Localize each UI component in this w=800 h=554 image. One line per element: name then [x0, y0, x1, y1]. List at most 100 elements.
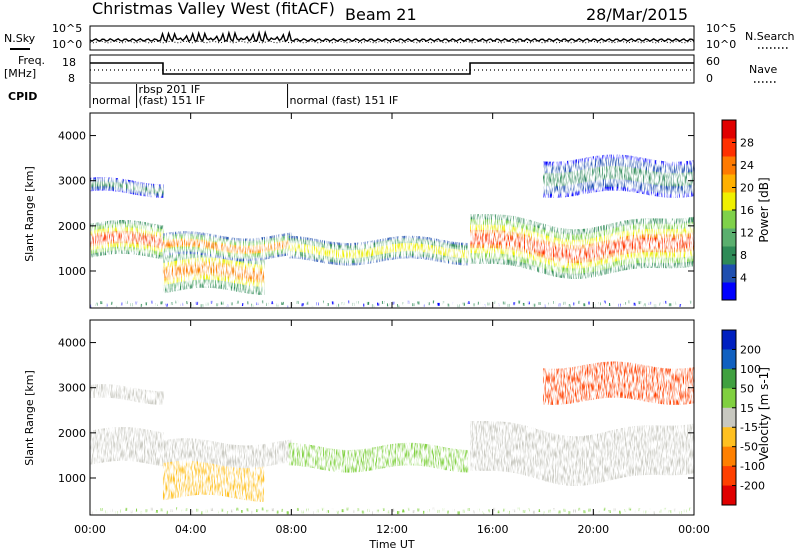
- velocity-cell: [266, 509, 269, 513]
- power-cell: [256, 302, 259, 306]
- velocity-cell: [467, 508, 470, 512]
- velocity-cell: [638, 508, 642, 512]
- velocity-cell: [658, 375, 662, 397]
- power-cell: [303, 246, 308, 251]
- velocity-cell: [553, 376, 557, 398]
- velocity-cell: [165, 444, 169, 458]
- power-cell: [100, 301, 103, 305]
- velocity-cell: [215, 510, 219, 514]
- power-cell: [419, 245, 423, 251]
- power-cell: [386, 246, 391, 252]
- velocity-cell: [205, 509, 209, 513]
- power-cell: [397, 304, 400, 308]
- power-cell: [588, 247, 592, 259]
- velocity-cell: [558, 510, 561, 514]
- power-cell: [278, 243, 282, 248]
- velocity-cell: [283, 445, 287, 459]
- power-cell: [565, 174, 569, 183]
- power-cell: [251, 270, 255, 280]
- velocity-cell: [200, 464, 204, 487]
- velocity-cell: [525, 436, 529, 466]
- velocity-cell: [243, 469, 247, 492]
- velocity-cell: [628, 370, 632, 392]
- velocity-cell: [477, 431, 481, 461]
- power-cell: [605, 168, 610, 177]
- velocity-cell: [296, 448, 300, 462]
- power-cell: [210, 243, 214, 248]
- velocity-cell: [306, 449, 310, 463]
- power-cell: [235, 246, 240, 252]
- power-cell: [671, 237, 675, 249]
- velocity-cell: [686, 435, 690, 464]
- power-cell: [120, 302, 123, 306]
- velocity-cell: [135, 508, 138, 512]
- power-cell: [379, 247, 383, 253]
- power-cell: [392, 245, 396, 251]
- y-tick-label: 4000: [58, 130, 86, 143]
- power-cell: [271, 244, 275, 250]
- velocity-cell: [691, 434, 695, 463]
- velocity-cell: [671, 436, 675, 465]
- velocity-cell: [100, 435, 104, 456]
- velocity-cell: [157, 394, 162, 402]
- power-cell: [198, 241, 202, 246]
- power-cell: [140, 187, 144, 191]
- velocity-cell: [532, 510, 536, 514]
- velocity-cell: [623, 438, 627, 467]
- velocity-cell: [278, 446, 282, 459]
- power-cell: [122, 184, 126, 188]
- velocity-cell: [472, 510, 476, 514]
- noise-right-label: N.Search: [745, 30, 795, 43]
- power-cell: [603, 169, 607, 177]
- power-cell: [560, 247, 564, 259]
- power-cell: [613, 301, 616, 305]
- velocity-cell: [319, 451, 323, 465]
- power-cell: [371, 304, 375, 308]
- power-cell: [178, 266, 182, 276]
- power-cell: [623, 169, 627, 178]
- power-cell: [653, 237, 657, 249]
- velocity-cell: [223, 466, 227, 489]
- power-cell: [530, 239, 534, 251]
- velocity-cell: [165, 469, 169, 492]
- power-cell: [230, 246, 235, 252]
- power-cell: [165, 269, 169, 278]
- power-cell: [241, 247, 245, 253]
- power-cell: [130, 233, 134, 242]
- power-cell: [608, 168, 612, 177]
- power-cell: [590, 170, 594, 179]
- power-colorbar-cell: [722, 210, 736, 229]
- power-cell: [427, 302, 430, 306]
- power-cell: [568, 304, 571, 308]
- power-cell: [628, 300, 632, 304]
- power-cell: [233, 267, 237, 277]
- power-cell: [543, 304, 546, 308]
- power-cell: [230, 302, 234, 306]
- power-cell: [412, 303, 415, 307]
- power-cell: [381, 247, 386, 253]
- power-cell: [178, 240, 182, 246]
- power-cell: [636, 238, 640, 250]
- power-cell: [691, 236, 695, 248]
- velocity-cell: [658, 509, 662, 513]
- velocity-cell: [573, 374, 577, 396]
- velocity-cell: [110, 387, 114, 396]
- velocity-cell: [256, 509, 259, 513]
- velocity-cell: [412, 510, 415, 514]
- power-cell: [485, 233, 489, 245]
- velocity-cell: [162, 444, 167, 458]
- power-cell: [228, 246, 232, 252]
- velocity-cell: [621, 369, 625, 391]
- power-cell: [412, 244, 416, 250]
- power-cell: [168, 268, 172, 278]
- power-cell: [97, 182, 101, 186]
- power-cell: [157, 238, 162, 246]
- velocity-cell: [605, 441, 610, 471]
- velocity-cell: [273, 446, 277, 460]
- velocity-cell: [633, 509, 637, 513]
- power-cell: [661, 237, 665, 249]
- velocity-cell: [560, 376, 564, 397]
- velocity-cell: [130, 390, 134, 399]
- power-cell: [535, 241, 539, 253]
- velocity-cell: [155, 509, 158, 513]
